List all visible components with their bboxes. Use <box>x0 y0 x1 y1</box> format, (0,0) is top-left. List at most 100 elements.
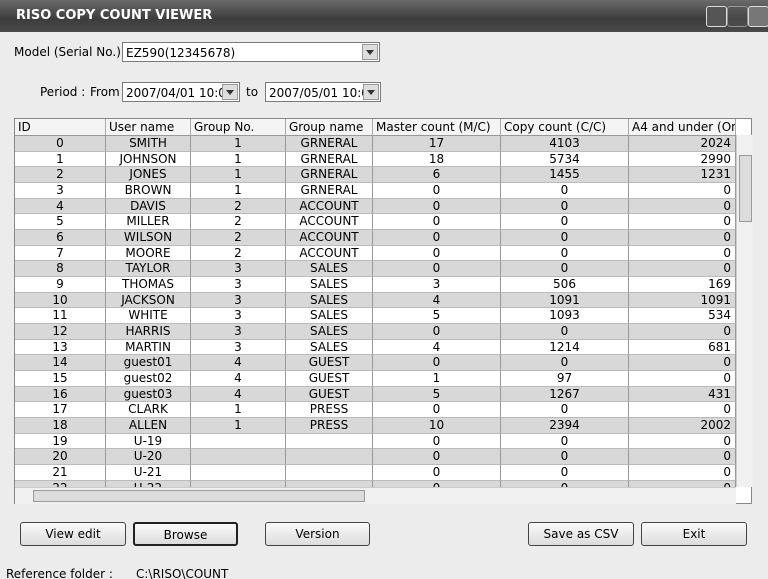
title-bar: RISO COPY COUNT VIEWER <box>0 0 768 32</box>
table-cell: 13 <box>15 339 106 356</box>
table-cell: 0 <box>629 480 736 488</box>
column-header[interactable]: Copy count (C/C) <box>501 119 629 135</box>
table-row[interactable]: 9 THOMAS 3 SALES 3 506 169 <box>15 277 736 293</box>
table-cell: 1 <box>191 167 286 183</box>
table-row[interactable]: 1 JOHNSON 1 GRNERAL 18 5734 2990 <box>15 151 736 168</box>
column-header[interactable]: Master count (M/C) <box>373 119 501 135</box>
column-header[interactable]: Group name <box>286 119 373 135</box>
table-cell: 0 <box>629 214 736 230</box>
button[interactable]: Save as CSV <box>528 522 634 546</box>
column-header[interactable]: User name <box>106 119 191 135</box>
table-cell: 3 <box>15 183 106 199</box>
table-cell: SALES <box>286 308 373 325</box>
dropdown-arrow[interactable] <box>362 44 378 60</box>
table-cell: 20 <box>15 449 106 466</box>
table-cell: 3 <box>373 277 501 293</box>
footer-label: Reference folder : <box>6 567 113 579</box>
minimize-button[interactable] <box>706 6 727 27</box>
table-row[interactable]: 22 U-22 0 0 0 <box>15 480 736 488</box>
table-cell: ALLEN <box>106 418 191 434</box>
column-header[interactable]: A4 and under (One <box>629 119 736 135</box>
table-cell: 0 <box>501 465 629 481</box>
table-cell <box>286 465 373 481</box>
table-cell: 1 <box>191 183 286 199</box>
button[interactable]: View edit <box>20 522 126 546</box>
table-cell: 2 <box>191 214 286 230</box>
table-cell <box>191 465 286 481</box>
table-cell: 2 <box>191 230 286 246</box>
from-combo[interactable]: 2007/04/01 10:00 <box>122 82 240 102</box>
table-cell: SALES <box>286 261 373 278</box>
column-header[interactable]: Group No. <box>191 119 286 135</box>
table-row[interactable]: 19 U-19 0 0 0 <box>15 433 736 450</box>
table-cell: SALES <box>286 324 373 340</box>
table-row[interactable]: 10 JACKSON 3 SALES 4 1091 1091 <box>15 292 736 309</box>
table-cell: 22 <box>15 480 106 488</box>
table-cell: SMITH <box>106 136 191 152</box>
to-value: 2007/05/01 10:00 <box>269 86 377 100</box>
table-row[interactable]: 0 SMITH 1 GRNERAL 17 4103 2024 <box>15 136 736 152</box>
column-header[interactable]: ID <box>15 119 106 135</box>
table-cell: CLARK <box>106 402 191 419</box>
table-cell: U-21 <box>106 465 191 481</box>
table-cell: JACKSON <box>106 292 191 309</box>
table-cell: MILLER <box>106 214 191 230</box>
table-row[interactable]: 13 MARTIN 3 SALES 4 1214 681 <box>15 339 736 356</box>
table-row[interactable]: 16 guest03 4 GUEST 5 1267 431 <box>15 386 736 403</box>
table-cell: 534 <box>629 308 736 325</box>
table-cell <box>286 480 373 488</box>
table-cell: SALES <box>286 339 373 356</box>
table-row[interactable]: 15 guest02 4 GUEST 1 97 0 <box>15 371 736 387</box>
button[interactable]: Browse <box>133 522 238 546</box>
from-value: 2007/04/01 10:00 <box>126 86 234 100</box>
table-cell: 17 <box>373 136 501 152</box>
close-button[interactable] <box>748 6 768 27</box>
table-cell: MOORE <box>106 245 191 262</box>
table-row[interactable]: 18 ALLEN 1 PRESS 10 2394 2002 <box>15 418 736 434</box>
table-row[interactable]: 14 guest01 4 GUEST 0 0 0 <box>15 355 736 372</box>
table-cell: 1214 <box>501 339 629 356</box>
table-cell: 4 <box>373 292 501 309</box>
scroll-thumb[interactable] <box>739 155 752 222</box>
table-row[interactable]: 7 MOORE 2 ACCOUNT 0 0 0 <box>15 245 736 262</box>
table-row[interactable]: 12 HARRIS 3 SALES 0 0 0 <box>15 324 736 340</box>
table-row[interactable]: 17 CLARK 1 PRESS 0 0 0 <box>15 402 736 419</box>
scroll-thumb[interactable] <box>33 490 365 502</box>
table-row[interactable]: 4 DAVIS 2 ACCOUNT 0 0 0 <box>15 198 736 215</box>
table-cell: JOHNSON <box>106 151 191 168</box>
table-cell: 0 <box>501 449 629 466</box>
table-row[interactable]: 3 BROWN 1 GRNERAL 0 0 0 <box>15 183 736 199</box>
table-cell: 2024 <box>629 136 736 152</box>
dropdown-arrow[interactable] <box>363 84 379 100</box>
table-row[interactable]: 2 JONES 1 GRNERAL 6 1455 1231 <box>15 167 736 183</box>
horizontal-scrollbar[interactable] <box>15 487 736 504</box>
to-label: to <box>246 85 259 99</box>
table-row[interactable]: 6 WILSON 2 ACCOUNT 0 0 0 <box>15 230 736 246</box>
table-row[interactable]: 21 U-21 0 0 0 <box>15 465 736 481</box>
table-cell: 2 <box>191 245 286 262</box>
grid-body: 0 SMITH 1 GRNERAL 17 4103 2024 1 JOHNSON 1 GRNERAL… <box>15 136 736 488</box>
table-row[interactable]: 8 TAYLOR 3 SALES 0 0 0 <box>15 261 736 278</box>
table-cell: guest02 <box>106 371 191 387</box>
table-cell: 0 <box>501 245 629 262</box>
table-cell: ACCOUNT <box>286 214 373 230</box>
table-cell: 1 <box>191 151 286 168</box>
table-cell: 0 <box>501 214 629 230</box>
to-combo[interactable]: 2007/05/01 10:00 <box>265 82 381 102</box>
table-cell: 1093 <box>501 308 629 325</box>
table-cell: 1 <box>191 418 286 434</box>
table-row[interactable]: 20 U-20 0 0 0 <box>15 449 736 466</box>
dropdown-arrow[interactable] <box>222 84 238 100</box>
button[interactable]: Exit <box>641 522 747 546</box>
table-row[interactable]: 5 MILLER 2 ACCOUNT 0 0 0 <box>15 214 736 230</box>
table-cell: 4 <box>15 198 106 215</box>
table-cell: 15 <box>15 371 106 387</box>
table-cell: 5734 <box>501 151 629 168</box>
button[interactable]: Version <box>265 522 370 546</box>
vertical-scrollbar[interactable] <box>736 135 753 487</box>
table-cell: HARRIS <box>106 324 191 340</box>
table-cell: WILSON <box>106 230 191 246</box>
model-combo[interactable]: EZ590(12345678) <box>122 42 380 62</box>
table-row[interactable]: 11 WHITE 3 SALES 5 1093 534 <box>15 308 736 325</box>
table-cell: 0 <box>501 183 629 199</box>
